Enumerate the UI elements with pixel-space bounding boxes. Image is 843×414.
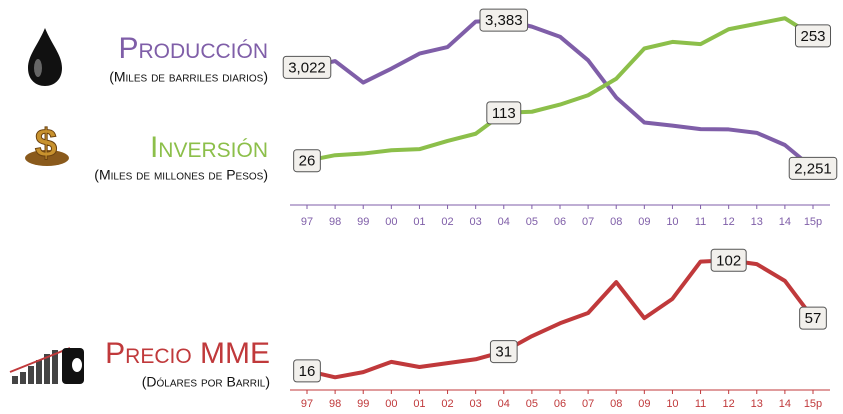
x-tick-label: 97 [301, 216, 313, 228]
data-label-box [293, 149, 321, 173]
series-name: Producción [118, 32, 268, 65]
x-tick-label: 06 [554, 216, 566, 228]
data-label-text: 3,383 [485, 12, 523, 29]
x-tick-label: 08 [610, 216, 622, 228]
data-label-text: 57 [805, 310, 822, 327]
data-label: 16 [293, 359, 321, 383]
data-label: 31 [489, 340, 518, 364]
data-label-text: 16 [299, 363, 316, 380]
series-unit: (Miles de barriles diarios) [109, 69, 268, 85]
oil-drop-icon [28, 28, 62, 86]
data-label-box [479, 8, 529, 32]
data-label-text: 26 [299, 153, 316, 170]
x-tick-label: 98 [329, 398, 341, 410]
x-tick-label: 01 [413, 216, 425, 228]
x-tick-label: 05 [526, 216, 538, 228]
series-line [306, 16, 815, 163]
x-tick-label: 09 [638, 398, 650, 410]
data-label: 253 [794, 24, 832, 48]
barrels-icon [9, 347, 84, 384]
data-label: 3,383 [479, 8, 529, 32]
data-label-box [489, 340, 518, 364]
series-unit: (Miles de millones de Pesos) [94, 167, 268, 183]
x-tick-label: 15p [804, 216, 822, 228]
data-label-box [788, 156, 838, 180]
x-tick-label: 00 [385, 398, 397, 410]
data-label: 26 [293, 149, 321, 173]
x-tick-label: 10 [666, 216, 678, 228]
x-tick-label: 07 [582, 216, 594, 228]
data-label-box [486, 101, 522, 125]
data-label: 2,251 [788, 156, 838, 180]
x-tick-label: 02 [441, 216, 453, 228]
x-tick-label: 97 [301, 398, 313, 410]
x-tick-label: 05 [526, 398, 538, 410]
data-label-box [799, 306, 827, 330]
x-tick-label: 08 [610, 398, 622, 410]
x-tick-label: 07 [582, 398, 594, 410]
x-tick-label: 04 [498, 398, 510, 410]
x-tick-label: 06 [554, 398, 566, 410]
data-label-text: 253 [800, 28, 825, 45]
x-tick-label: 99 [357, 216, 369, 228]
x-tick-label: 03 [470, 398, 482, 410]
x-tick-label: 00 [385, 216, 397, 228]
series-line [306, 18, 815, 170]
data-label-text: 2,251 [794, 160, 832, 177]
x-tick-label: 13 [751, 216, 763, 228]
series-unit: (Dólares por Barril) [142, 374, 270, 390]
x-tick-label: 11 [695, 398, 706, 410]
svg-text:$: $ [35, 122, 57, 166]
x-tick-label: 98 [329, 216, 341, 228]
x-tick-label: 12 [723, 398, 735, 410]
series-name: Precio MME [105, 337, 270, 370]
data-label-text: 102 [716, 252, 741, 269]
x-tick-label: 09 [638, 216, 650, 228]
x-tick-label: 01 [413, 398, 425, 410]
x-tick-label: 10 [666, 398, 678, 410]
x-tick-label: 99 [357, 398, 369, 410]
x-tick-label: 13 [751, 398, 763, 410]
data-label: 3,022 [282, 55, 332, 79]
x-tick-label: 12 [723, 216, 735, 228]
data-label-text: 3,022 [288, 59, 326, 76]
data-label-box [282, 55, 332, 79]
data-label-box [794, 24, 832, 48]
series-name: Inversión [150, 131, 268, 164]
x-tick-label: 03 [470, 216, 482, 228]
data-label-text: 31 [495, 344, 512, 361]
data-label: 57 [799, 306, 827, 330]
data-label: 102 [710, 248, 747, 272]
dollar-icon: $ [25, 121, 69, 166]
x-tick-label: 14 [779, 398, 791, 410]
x-tick-label: 14 [779, 216, 791, 228]
data-label-box [710, 248, 747, 272]
data-label-box [293, 359, 321, 383]
series-line [306, 258, 815, 380]
x-tick-label: 15p [804, 398, 822, 410]
x-tick-label: 04 [498, 216, 510, 228]
x-tick-label: 02 [441, 398, 453, 410]
x-tick-label: 11 [695, 216, 706, 228]
data-label-text: 113 [492, 105, 516, 122]
data-label: 113 [486, 101, 522, 125]
